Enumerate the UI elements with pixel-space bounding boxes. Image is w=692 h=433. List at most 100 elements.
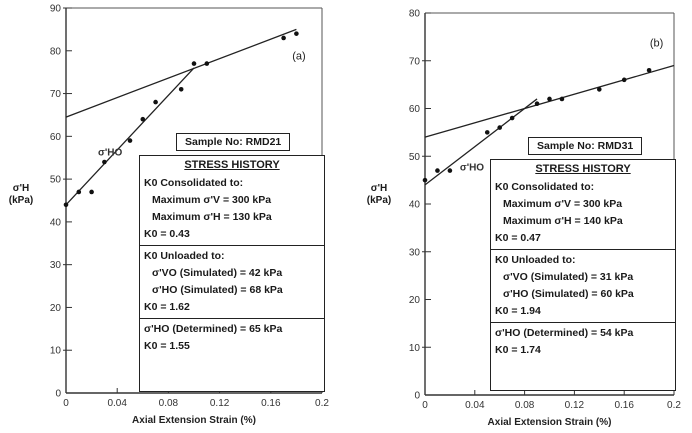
y-axis-label-b: σ'H (kPa) [366, 183, 392, 206]
k0-unloaded-b: K0 = 1.94 [495, 305, 541, 317]
x-tick-label: 0.12 [210, 398, 230, 409]
y-tick-label: 30 [50, 260, 62, 271]
x-tick-label: 0.2 [315, 398, 329, 409]
x-tick-label: 0 [422, 400, 428, 411]
data-point [447, 168, 453, 173]
k0-determined-b: K0 = 1.74 [495, 344, 541, 356]
data-point [646, 68, 652, 73]
consolidated-label-a: K0 Consolidated to: [144, 177, 244, 189]
separator [491, 322, 675, 323]
y-tick-label: 40 [409, 200, 421, 211]
x-axis-label: Axial Extension Strain (%) [488, 417, 612, 428]
data-point [127, 138, 133, 143]
y-tick-label: 70 [50, 89, 62, 100]
data-point [422, 177, 428, 183]
data-point [509, 115, 515, 121]
trend-line [424, 98, 538, 186]
data-point [191, 61, 197, 66]
annotation-label: σ'HO [98, 148, 122, 159]
data-point [597, 87, 602, 92]
ho-simulated-a: σ'HO (Simulated) = 68 kPa [152, 284, 283, 296]
y-tick-label: 0 [55, 389, 61, 400]
stress-history-title-b: STRESS HISTORY [535, 163, 631, 175]
x-tick-label: 0.16 [261, 398, 281, 409]
y-tick-label: 40 [50, 217, 62, 228]
max-h-a: Maximum σ'H = 130 kPa [152, 211, 272, 223]
x-tick-label: 0.04 [107, 398, 127, 409]
data-point [497, 125, 503, 130]
y-tick-label: 70 [409, 56, 421, 67]
sample-label-a: Sample No: RMD21 [176, 133, 291, 151]
x-tick-label: 0 [63, 398, 69, 409]
separator [491, 249, 675, 250]
data-point [140, 116, 146, 122]
y-tick-label: 10 [409, 343, 421, 354]
stress-history-box-a: STRESS HISTORY K0 Consolidated to: Maxim… [139, 155, 325, 392]
data-point [294, 31, 299, 36]
consolidated-label-b: K0 Consolidated to: [495, 181, 595, 193]
x-axis-label: Axial Extension Strain (%) [132, 415, 256, 426]
trend-line [65, 67, 195, 206]
ho-simulated-b: σ'HO (Simulated) = 60 kPa [503, 288, 634, 300]
y-tick-label: 30 [409, 247, 421, 258]
data-point [534, 101, 540, 107]
data-point [204, 61, 210, 66]
y-tick-label: 60 [50, 132, 62, 143]
trend-line [65, 28, 297, 118]
x-tick-label: 0.2 [667, 400, 681, 411]
data-point [621, 77, 627, 83]
y-tick-label: 50 [409, 152, 421, 163]
y-tick-label: 10 [50, 346, 62, 357]
data-point [178, 86, 184, 92]
chart-panel-a: 0 10 20 30 40 50 60 70 80 90 0 0.04 0.08 0.12 0.16 0.2 A… [50, 4, 330, 427]
k0-consolidated-b: K0 = 0.47 [495, 232, 541, 244]
y-tick-label: 80 [50, 46, 62, 57]
data-point [153, 99, 158, 105]
trend-line [424, 64, 675, 138]
k0-determined-a: K0 = 1.55 [144, 340, 190, 352]
data-point [89, 189, 94, 195]
y-tick-label: 50 [50, 175, 62, 186]
data-point [559, 96, 565, 102]
y-tick-label: 20 [50, 303, 62, 314]
vo-simulated-b: σ'VO (Simulated) = 31 kPa [503, 271, 634, 283]
k0-unloaded-a: K0 = 1.62 [144, 301, 190, 313]
x-tick-label: 0.08 [515, 400, 535, 411]
y-tick-label: 20 [409, 295, 421, 306]
separator [140, 318, 324, 319]
x-tick-label: 0.04 [465, 400, 485, 411]
stress-history-box-b: STRESS HISTORY K0 Consolidated to: Maxim… [490, 159, 676, 391]
x-tick-label: 0.12 [565, 400, 585, 411]
panel-label: (a) [292, 50, 305, 62]
max-v-b: Maximum σ'V = 300 kPa [503, 198, 623, 210]
ho-determined-b: σ'HO (Determined) = 54 kPa [495, 327, 634, 339]
unloaded-label-b: K0 Unloaded to: [495, 254, 576, 266]
vo-simulated-a: σ'VO (Simulated) = 42 kPa [152, 267, 283, 279]
data-point [102, 159, 107, 165]
data-point [63, 202, 69, 208]
x-tick-label: 0.08 [159, 398, 179, 409]
k0-consolidated-a: K0 = 0.43 [144, 228, 190, 240]
y-tick-label: 0 [414, 391, 420, 402]
x-tick-label: 0.16 [614, 400, 634, 411]
ho-determined-a: σ'HO (Determined) = 65 kPa [144, 323, 283, 335]
data-point [435, 168, 440, 173]
y-tick-label: 80 [409, 9, 421, 20]
panel-label: (b) [650, 37, 663, 49]
sample-label-b: Sample No: RMD31 [528, 137, 643, 155]
max-v-a: Maximum σ'V = 300 kPa [152, 194, 272, 206]
data-point [281, 35, 286, 41]
data-point [484, 130, 490, 135]
y-tick-label: 90 [50, 4, 62, 15]
separator [140, 245, 324, 246]
unloaded-label-a: K0 Unloaded to: [144, 250, 225, 262]
chart-panel-b: 0 10 20 30 40 50 60 70 80 0 0.04 0.08 0.12 0.16 0.2 Axi… [409, 9, 682, 429]
y-tick-label: 60 [409, 104, 421, 115]
max-h-b: Maximum σ'H = 140 kPa [503, 215, 623, 227]
data-point [547, 96, 552, 102]
stress-history-title-a: STRESS HISTORY [184, 159, 280, 171]
y-axis-label-a: σ'H (kPa) [8, 183, 34, 206]
annotation-label: σ'HO [460, 163, 484, 174]
data-point [76, 189, 82, 195]
